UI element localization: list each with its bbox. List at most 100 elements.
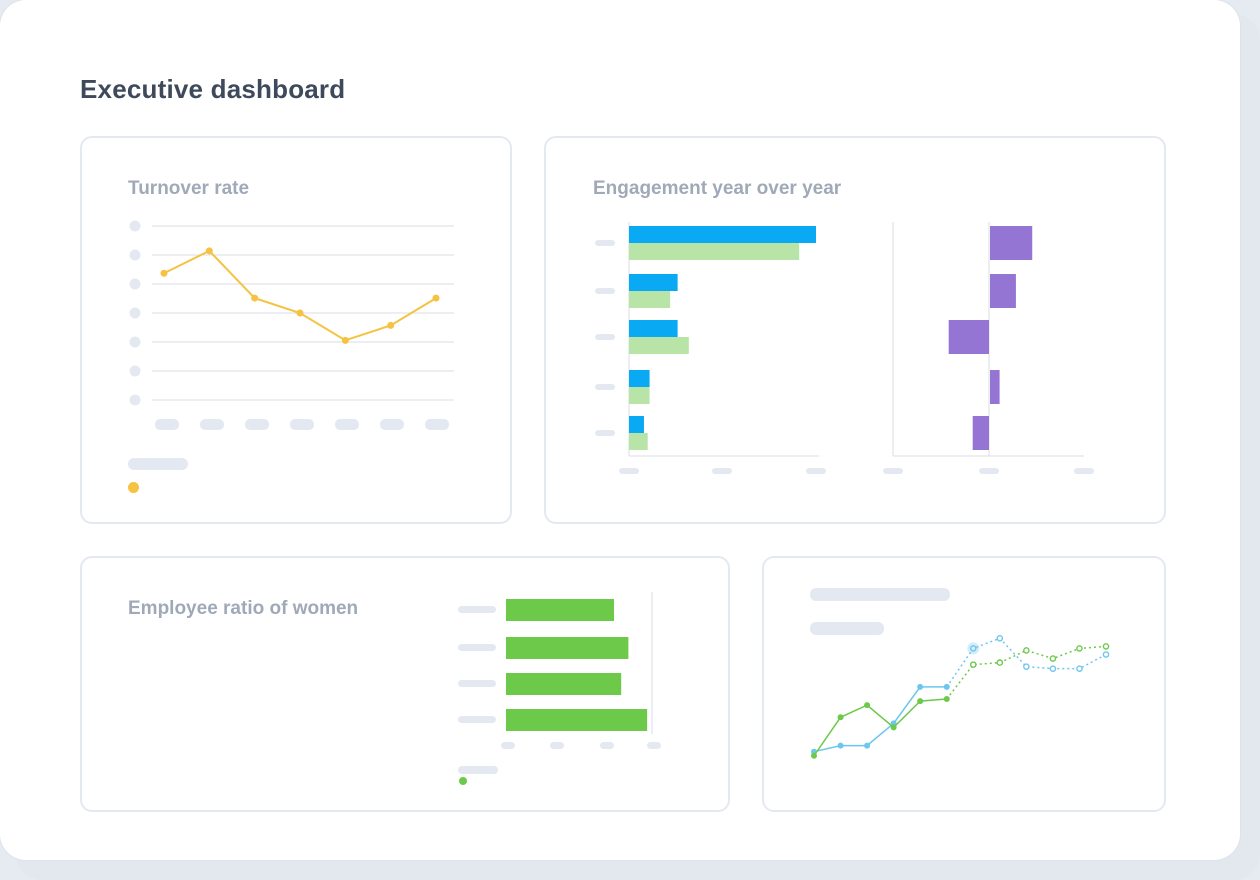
x-tick-label-placeholder <box>200 419 224 430</box>
turnover-card[interactable]: Turnover rate <box>80 136 512 524</box>
bar-change <box>990 274 1016 308</box>
category-label-placeholder <box>458 606 496 613</box>
sky-point <box>864 742 871 749</box>
bar-current-year <box>629 274 678 291</box>
sky-point <box>837 742 844 749</box>
bar-women-ratio <box>506 673 622 695</box>
bar-current-year <box>629 370 650 387</box>
turnover-point <box>205 247 213 255</box>
turnover-series-line <box>163 249 437 342</box>
women-ratio-bar-chart <box>458 592 661 749</box>
bar-previous-year <box>629 337 689 354</box>
green-forecast-point <box>1102 643 1110 650</box>
engagement-bar-charts <box>595 222 1094 474</box>
bar-women-ratio <box>506 599 614 621</box>
highlight-ring <box>967 642 980 655</box>
y-tick-label-placeholder <box>129 365 141 377</box>
category-label-placeholder <box>595 384 615 390</box>
trend-line-chart <box>811 635 1110 759</box>
y-tick-label-placeholder <box>129 307 141 319</box>
bar-previous-year <box>629 291 671 308</box>
x-tick-label-placeholder <box>619 468 639 474</box>
legend-label-placeholder <box>128 458 188 470</box>
x-tick-label-placeholder <box>979 468 999 474</box>
green-point <box>917 698 924 705</box>
green-series-line <box>813 698 947 757</box>
x-tick-label-placeholder <box>380 419 404 430</box>
category-label-placeholder <box>458 644 496 651</box>
legend-dot-green <box>459 777 467 785</box>
green-forecast-point <box>969 661 977 668</box>
bar-change <box>990 370 1000 404</box>
legend-dot-yellow <box>128 482 139 493</box>
sky-forecast-point <box>1049 665 1057 672</box>
bar-previous-year <box>629 387 650 404</box>
green-point <box>811 752 817 759</box>
green-point <box>837 714 844 721</box>
sky-forecast-point <box>1076 665 1083 672</box>
turnover-point <box>387 321 395 329</box>
green-forecast-point <box>1076 645 1083 652</box>
turnover-point <box>160 269 168 277</box>
x-tick-label-placeholder <box>245 419 269 430</box>
engagement-card-title: Engagement year over year <box>593 178 842 199</box>
category-label-placeholder <box>458 716 496 723</box>
x-tick-label-placeholder <box>550 742 564 749</box>
x-tick-label-placeholder <box>335 419 359 430</box>
x-tick-label-placeholder <box>1074 468 1094 474</box>
x-tick-label-placeholder <box>712 468 732 474</box>
sky-forecast-point <box>1023 663 1030 670</box>
legend-label-placeholder <box>458 766 498 774</box>
y-tick-label-placeholder <box>129 278 141 290</box>
x-tick-label-placeholder <box>806 468 826 474</box>
x-tick-label-placeholder <box>290 419 314 430</box>
category-label-placeholder <box>458 680 496 687</box>
green-point <box>864 702 871 709</box>
sky-forecast-point <box>969 645 977 652</box>
green-forecast-point <box>1049 655 1057 662</box>
page-title: Executive dashboard <box>80 74 346 104</box>
green-forecast-point <box>1023 647 1030 654</box>
women-ratio-card-title: Employee ratio of women <box>128 598 359 619</box>
turnover-line-chart <box>129 220 454 430</box>
engagement-card[interactable]: Engagement year over year <box>544 136 1166 524</box>
category-label-placeholder <box>595 430 615 436</box>
bar-women-ratio <box>506 637 629 659</box>
y-tick-label-placeholder <box>129 336 141 348</box>
category-label-placeholder <box>595 288 615 294</box>
turnover-point <box>296 309 304 317</box>
y-tick-label-placeholder <box>129 220 141 232</box>
dashboard-frame: Executive dashboard Turnover rate Engage… <box>0 0 1240 860</box>
green-point <box>943 696 950 703</box>
sky-forecast-point <box>1102 651 1110 658</box>
y-tick-label-placeholder <box>129 249 141 261</box>
sky-point <box>917 683 924 690</box>
x-tick-label-placeholder <box>600 742 614 749</box>
x-tick-label-placeholder <box>883 468 903 474</box>
turnover-point <box>251 294 259 302</box>
green-point <box>890 724 897 731</box>
bar-change <box>972 416 989 450</box>
sky-point <box>943 683 950 690</box>
category-label-placeholder <box>595 334 615 340</box>
green-forecast-point <box>996 659 1004 666</box>
trend-card[interactable] <box>762 556 1166 812</box>
bar-current-year <box>629 226 816 243</box>
sky-series-line <box>813 686 947 753</box>
trend-subtitle-placeholder <box>810 622 884 635</box>
turnover-point <box>432 294 440 302</box>
women-ratio-card[interactable]: Employee ratio of women <box>80 556 730 812</box>
turnover-point <box>341 336 349 344</box>
bar-previous-year <box>629 243 800 260</box>
bar-current-year <box>629 320 678 337</box>
x-tick-label-placeholder <box>155 419 179 430</box>
sky-forecast-point <box>996 635 1004 642</box>
bar-change <box>990 226 1033 260</box>
x-tick-label-placeholder <box>647 742 661 749</box>
turnover-card-title: Turnover rate <box>128 178 250 199</box>
bar-women-ratio <box>506 709 648 731</box>
bar-previous-year <box>629 433 648 450</box>
green-series-forecast-line <box>946 645 1107 700</box>
bar-change <box>948 320 989 354</box>
category-label-placeholder <box>595 240 615 246</box>
